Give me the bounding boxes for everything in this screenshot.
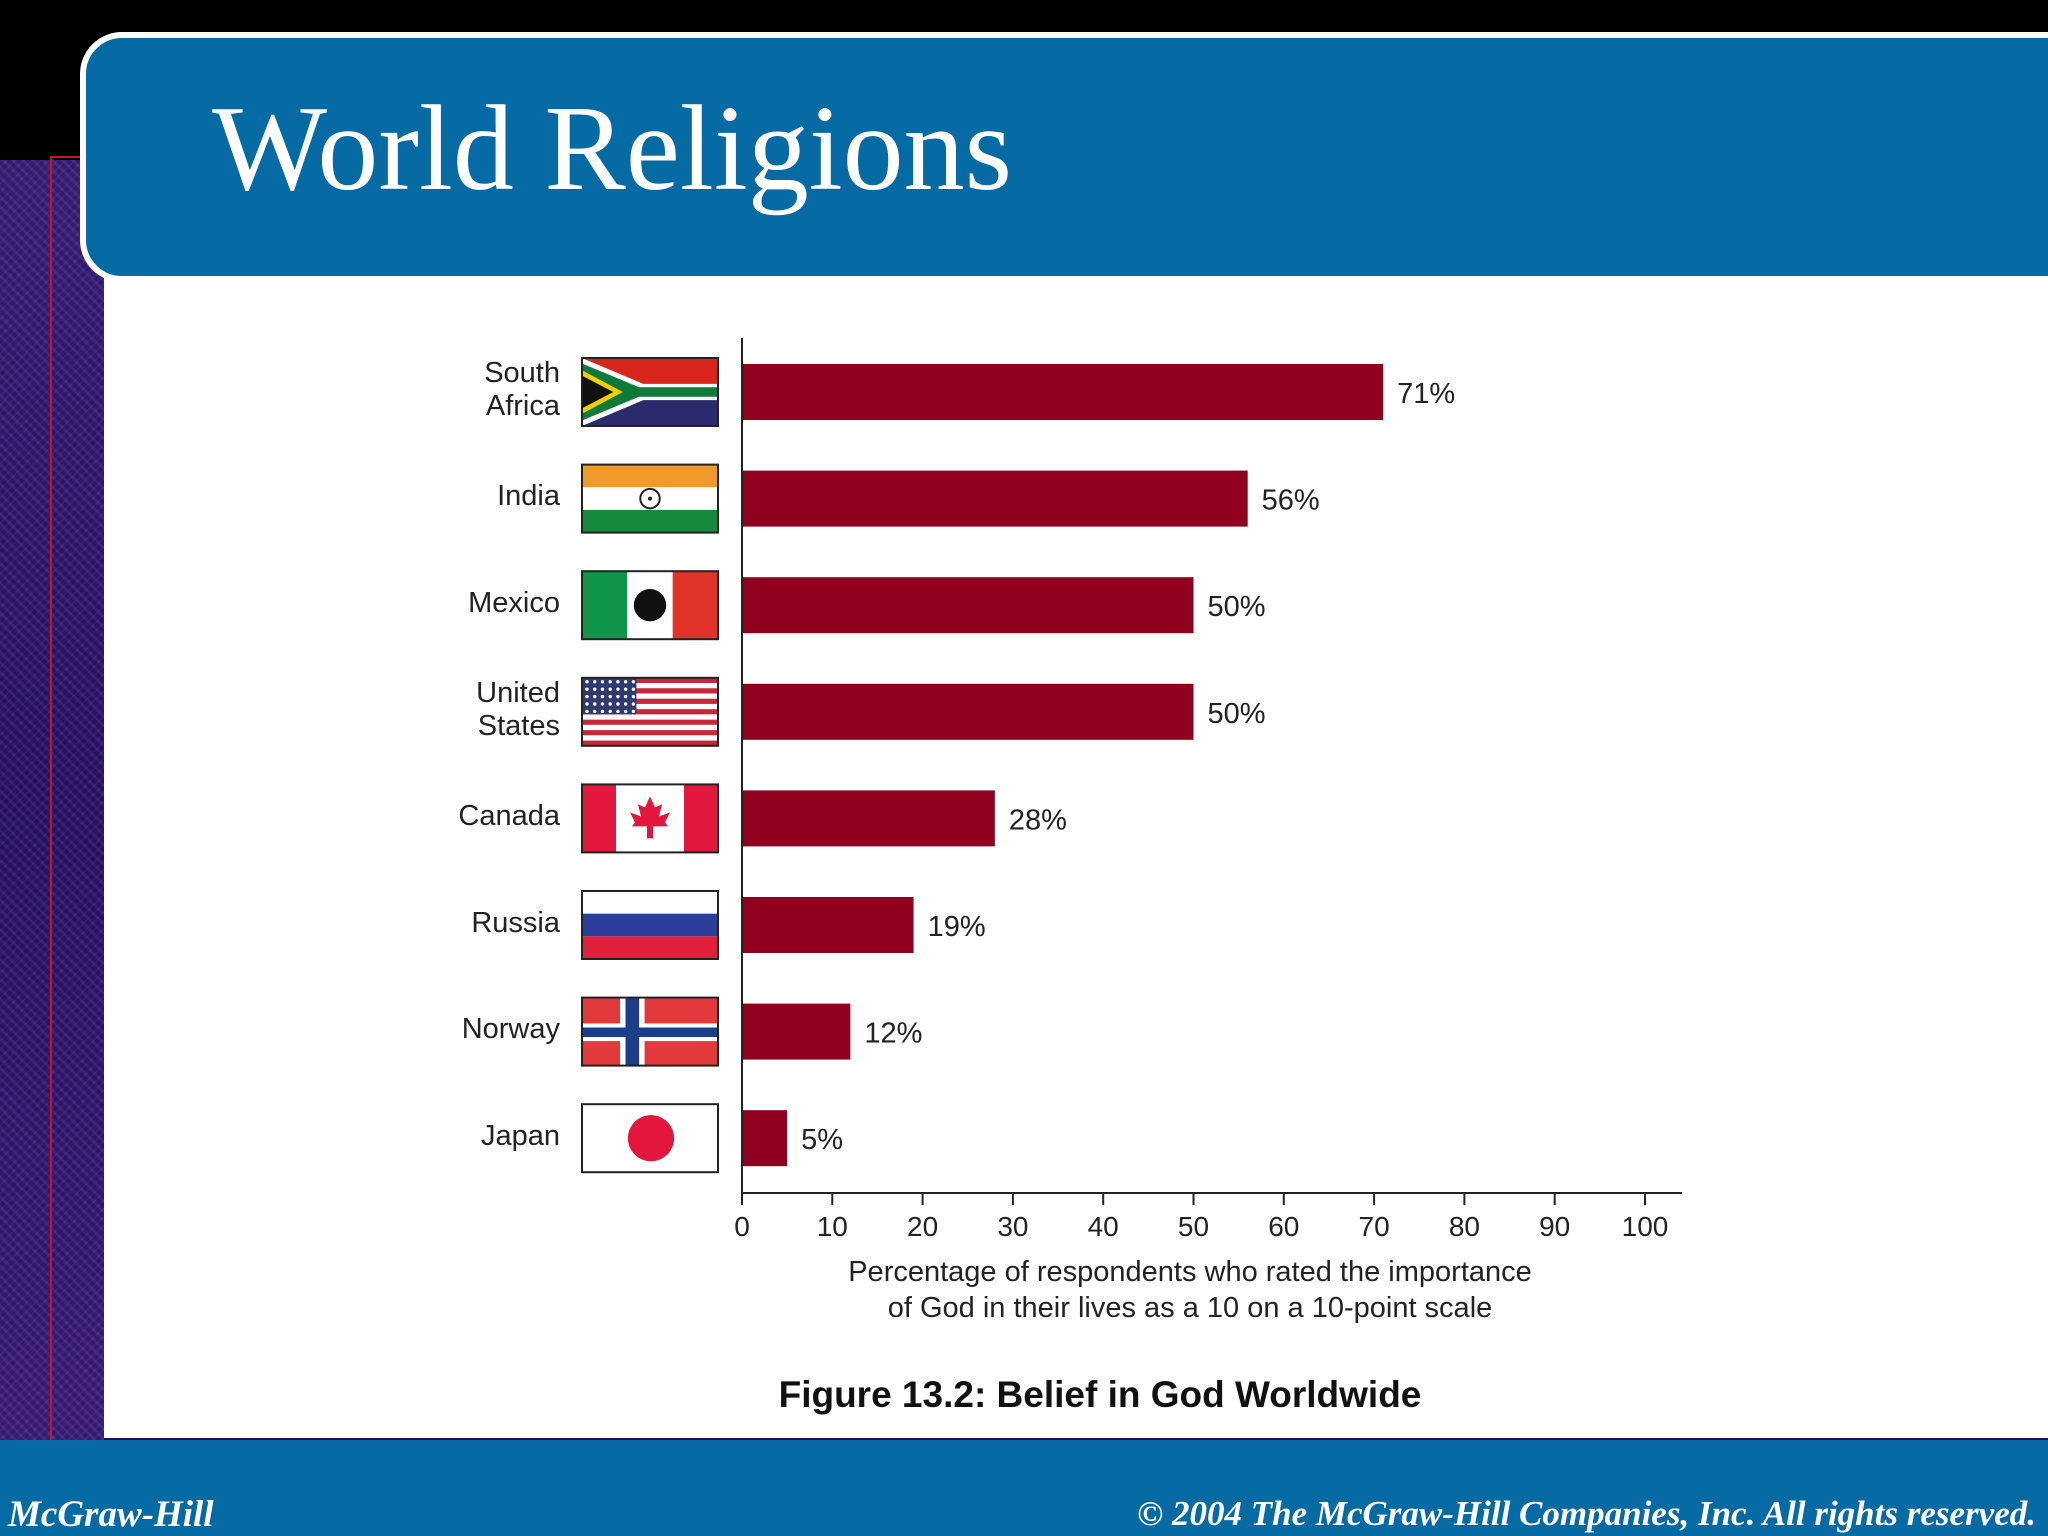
x-tick-label: 100 bbox=[1622, 1211, 1669, 1242]
x-axis-label-line-2: of God in their lives as a 10 on a 10-po… bbox=[887, 1292, 1493, 1325]
x-tick-label: 10 bbox=[817, 1211, 848, 1242]
russia-flag-icon bbox=[581, 890, 719, 960]
x-axis-label: Percentage of respondents who rated the … bbox=[790, 1254, 1590, 1327]
value-label: 5% bbox=[801, 1124, 843, 1156]
value-label: 12% bbox=[864, 1018, 922, 1050]
x-tick-label: 70 bbox=[1359, 1211, 1390, 1242]
slide-content-area bbox=[104, 270, 2048, 1438]
japan-flag-icon bbox=[581, 1103, 719, 1174]
footer-publisher: McGraw-Hill bbox=[8, 1494, 214, 1535]
x-tick-label: 40 bbox=[1088, 1211, 1119, 1242]
country-label: India bbox=[360, 480, 560, 513]
accent-line-vertical bbox=[50, 156, 52, 1486]
bar bbox=[743, 790, 995, 847]
x-tick-label: 30 bbox=[997, 1211, 1028, 1242]
country-label: Norway bbox=[360, 1013, 560, 1046]
country-label-line: States bbox=[477, 710, 560, 743]
country-label-line: South bbox=[484, 357, 560, 389]
country-label-line: India bbox=[497, 480, 560, 513]
country-label: Mexico bbox=[360, 587, 560, 620]
value-label: 50% bbox=[1208, 698, 1266, 730]
x-axis-label-line-1: Percentage of respondents who rated the … bbox=[848, 1256, 1532, 1288]
bar bbox=[743, 1003, 851, 1060]
x-tick-label: 60 bbox=[1268, 1211, 1299, 1242]
bar bbox=[743, 1110, 788, 1167]
x-tick-label: 50 bbox=[1178, 1211, 1209, 1242]
country-label-line: United bbox=[476, 676, 560, 709]
country-label: South Africa bbox=[360, 357, 560, 424]
country-label-line: Norway bbox=[461, 1013, 560, 1046]
canada-flag-icon bbox=[581, 783, 719, 854]
figure-caption: Figure 13.2: Belief in God Worldwide bbox=[778, 1374, 1422, 1415]
value-label: 19% bbox=[928, 911, 986, 943]
slide-title: World Religions bbox=[212, 81, 1013, 216]
value-label: 56% bbox=[1262, 485, 1320, 517]
bar bbox=[743, 364, 1384, 420]
bar bbox=[743, 470, 1248, 527]
footer-copyright: © 2004 The McGraw-Hill Companies, Inc. A… bbox=[1137, 1494, 2036, 1533]
title-bar bbox=[80, 32, 2048, 282]
x-tick-label: 0 bbox=[734, 1211, 750, 1242]
footer-bar bbox=[0, 1440, 2048, 1536]
country-label: Japan bbox=[360, 1120, 560, 1153]
bar bbox=[743, 897, 914, 953]
country-label: Canada bbox=[360, 800, 560, 833]
x-tick-label: 90 bbox=[1539, 1211, 1570, 1242]
x-tick-label: 20 bbox=[907, 1211, 938, 1242]
country-label: Russia bbox=[360, 907, 560, 940]
united-states-flag-icon bbox=[581, 676, 719, 747]
south-africa-flag-icon bbox=[581, 357, 719, 427]
value-label: 28% bbox=[1009, 804, 1067, 836]
bar bbox=[743, 683, 1194, 740]
value-label: 50% bbox=[1208, 591, 1266, 623]
bar bbox=[743, 577, 1194, 634]
norway-flag-icon bbox=[581, 996, 719, 1067]
x-tick-label: 80 bbox=[1449, 1211, 1480, 1242]
country-label-line: Russia bbox=[471, 906, 560, 939]
value-label: 71% bbox=[1397, 378, 1455, 410]
left-texture bbox=[0, 160, 104, 1456]
country-label-line: Mexico bbox=[468, 586, 560, 619]
country-label-line: Africa bbox=[485, 390, 560, 423]
india-flag-icon bbox=[581, 463, 719, 534]
country-label: United States bbox=[360, 677, 560, 744]
mexico-flag-icon bbox=[581, 570, 719, 641]
country-label-line: Japan bbox=[480, 1119, 560, 1152]
country-label-line: Canada bbox=[458, 799, 560, 832]
